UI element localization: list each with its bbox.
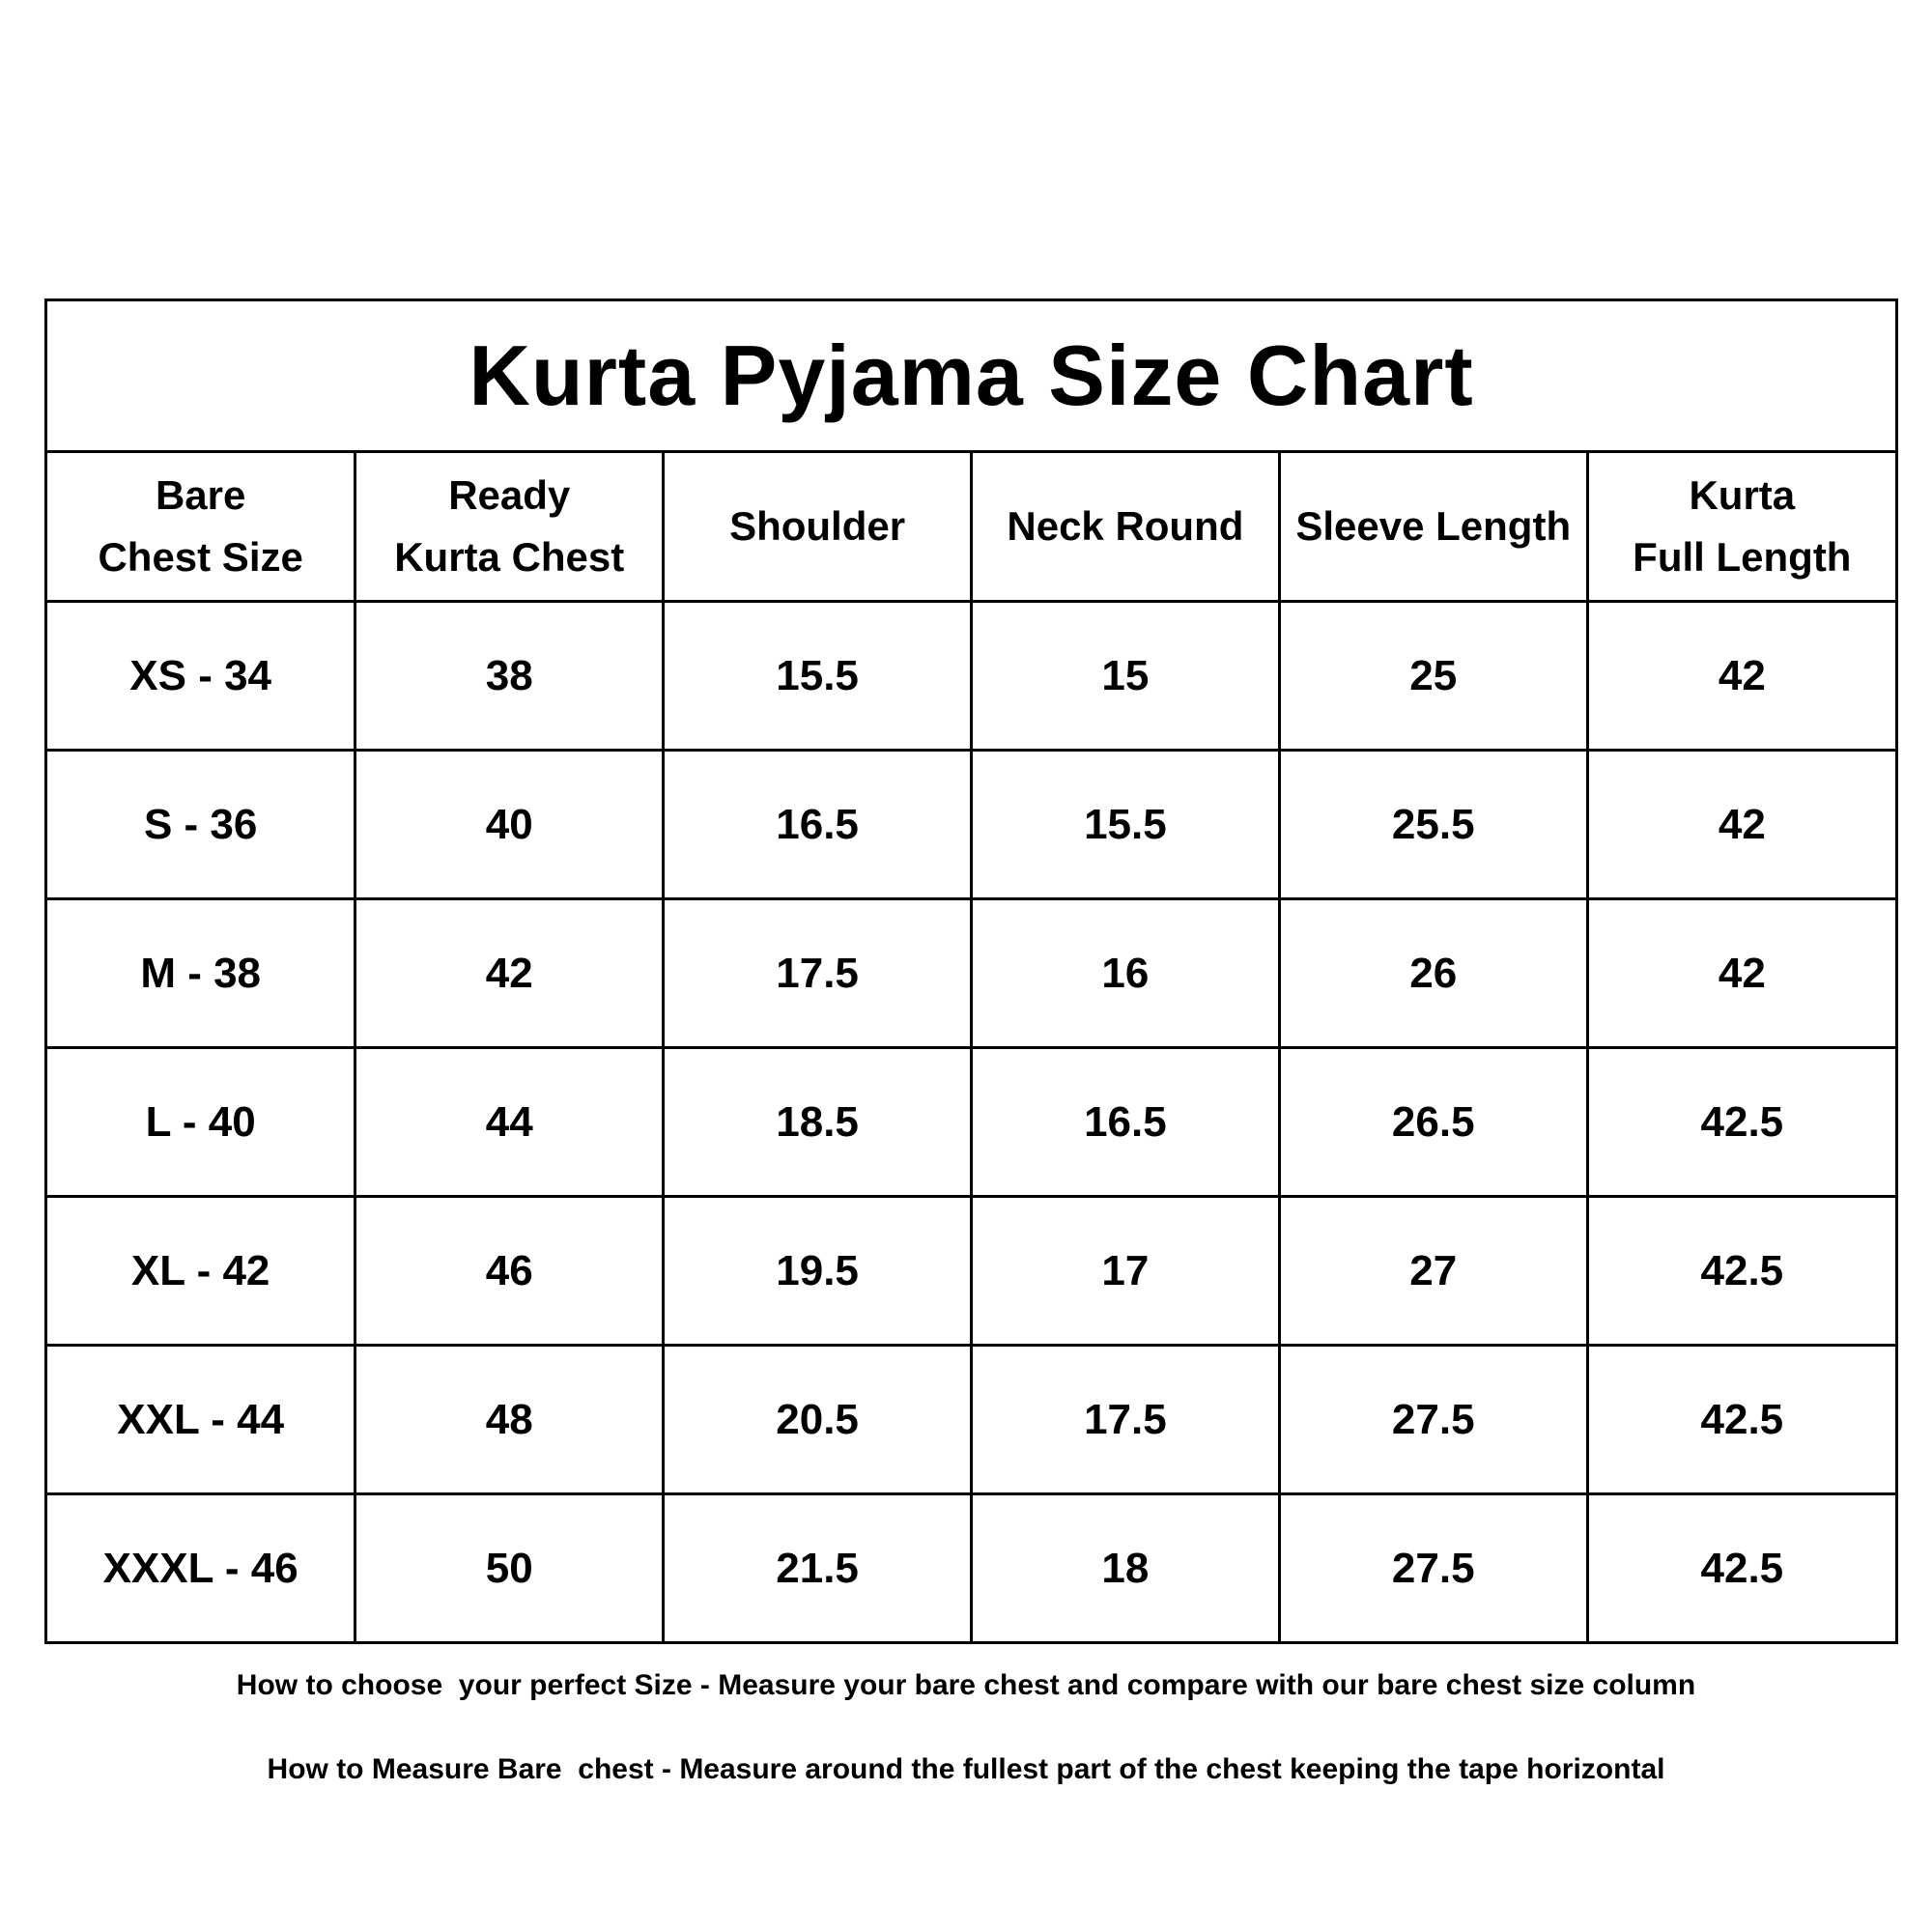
size-cell: XXXL - 46 (47, 1492, 357, 1641)
table-row: XXL - 44 48 20.5 17.5 27.5 42.5 (47, 1344, 1895, 1495)
measurement-cell: 42.5 (1585, 1195, 1895, 1347)
footer-measure-note: How to Measure Bare chest - Measure arou… (267, 1753, 1665, 1785)
column-header-line: Kurta (1689, 472, 1796, 518)
measurement-cell: 42 (1585, 600, 1895, 752)
measurement-cell: 16.5 (969, 1046, 1281, 1198)
measurement-cell: 17 (969, 1195, 1281, 1347)
column-header-line: Full Length (1633, 534, 1852, 580)
column-header: Sleeve Length (1277, 453, 1589, 603)
measurement-cell: 26.5 (1277, 1046, 1589, 1198)
measurement-cell: 27.5 (1277, 1344, 1589, 1495)
measurement-cell: 25.5 (1277, 749, 1589, 900)
column-header: Ready Kurta Chest (354, 453, 666, 603)
header-row: Bare Chest Size Ready Kurta Chest Shoulder Ne… (47, 453, 1895, 603)
measurement-cell: 38 (354, 600, 666, 752)
measurement-cell: 18 (969, 1492, 1281, 1641)
measurement-cell: 46 (354, 1195, 666, 1347)
column-header: Bare Chest Size (47, 453, 357, 603)
measurement-cell: 19.5 (662, 1195, 973, 1347)
column-header: Shoulder (662, 453, 973, 603)
measurement-cell: 25 (1277, 600, 1589, 752)
column-header-line: Chest Size (98, 534, 303, 580)
measurement-cell: 42 (1585, 749, 1895, 900)
column-header-line: Neck Round (1007, 503, 1244, 549)
footer-choose-size-note: How to choose your perfect Size - Measur… (236, 1669, 1696, 1701)
table-row: M - 38 42 17.5 16 26 42 (47, 897, 1895, 1049)
measurement-cell: 42 (354, 897, 666, 1049)
chart-title: Kurta Pyjama Size Chart (47, 301, 1895, 453)
measurement-cell: 50 (354, 1492, 666, 1641)
measurement-cell: 17.5 (969, 1344, 1281, 1495)
measurement-cell: 27.5 (1277, 1492, 1589, 1641)
measurement-cell: 44 (354, 1046, 666, 1198)
size-chart: Kurta Pyjama Size Chart Bare Chest Size Re… (44, 298, 1898, 1644)
measurement-cell: 18.5 (662, 1046, 973, 1198)
measurement-cell: 15 (969, 600, 1281, 752)
table-row: XXXL - 46 50 21.5 18 27.5 42.5 (47, 1492, 1895, 1641)
size-cell: M - 38 (47, 897, 357, 1049)
size-cell: S - 36 (47, 749, 357, 900)
measurement-cell: 15.5 (662, 600, 973, 752)
column-header: Kurta Full Length (1585, 453, 1895, 603)
table-row: S - 36 40 16.5 15.5 25.5 42 (47, 749, 1895, 900)
size-table: Bare Chest Size Ready Kurta Chest Shoulder Ne… (47, 453, 1895, 1641)
column-header-line: Kurta Chest (394, 534, 625, 580)
table-row: XL - 42 46 19.5 17 27 42.5 (47, 1195, 1895, 1347)
column-header-line: Shoulder (729, 503, 906, 549)
measurement-cell: 15.5 (969, 749, 1281, 900)
measurement-cell: 42.5 (1585, 1492, 1895, 1641)
size-cell: L - 40 (47, 1046, 357, 1198)
size-cell: XS - 34 (47, 600, 357, 752)
size-cell: XXL - 44 (47, 1344, 357, 1495)
column-header-line: Ready (448, 472, 571, 518)
measurement-cell: 21.5 (662, 1492, 973, 1641)
table-row: L - 40 44 18.5 16.5 26.5 42.5 (47, 1046, 1895, 1198)
measurement-cell: 20.5 (662, 1344, 973, 1495)
column-header: Neck Round (969, 453, 1281, 603)
measurement-cell: 17.5 (662, 897, 973, 1049)
measurement-cell: 48 (354, 1344, 666, 1495)
table-row: XS - 34 38 15.5 15 25 42 (47, 600, 1895, 752)
column-header-line: Sleeve Length (1295, 503, 1572, 549)
measurement-cell: 16 (969, 897, 1281, 1049)
measurement-cell: 27 (1277, 1195, 1589, 1347)
measurement-cell: 16.5 (662, 749, 973, 900)
measurement-cell: 26 (1277, 897, 1589, 1049)
measurement-cell: 42.5 (1585, 1046, 1895, 1198)
size-cell: XL - 42 (47, 1195, 357, 1347)
measurement-cell: 42.5 (1585, 1344, 1895, 1495)
column-header-line: Bare (155, 472, 246, 518)
measurement-cell: 40 (354, 749, 666, 900)
measurement-cell: 42 (1585, 897, 1895, 1049)
